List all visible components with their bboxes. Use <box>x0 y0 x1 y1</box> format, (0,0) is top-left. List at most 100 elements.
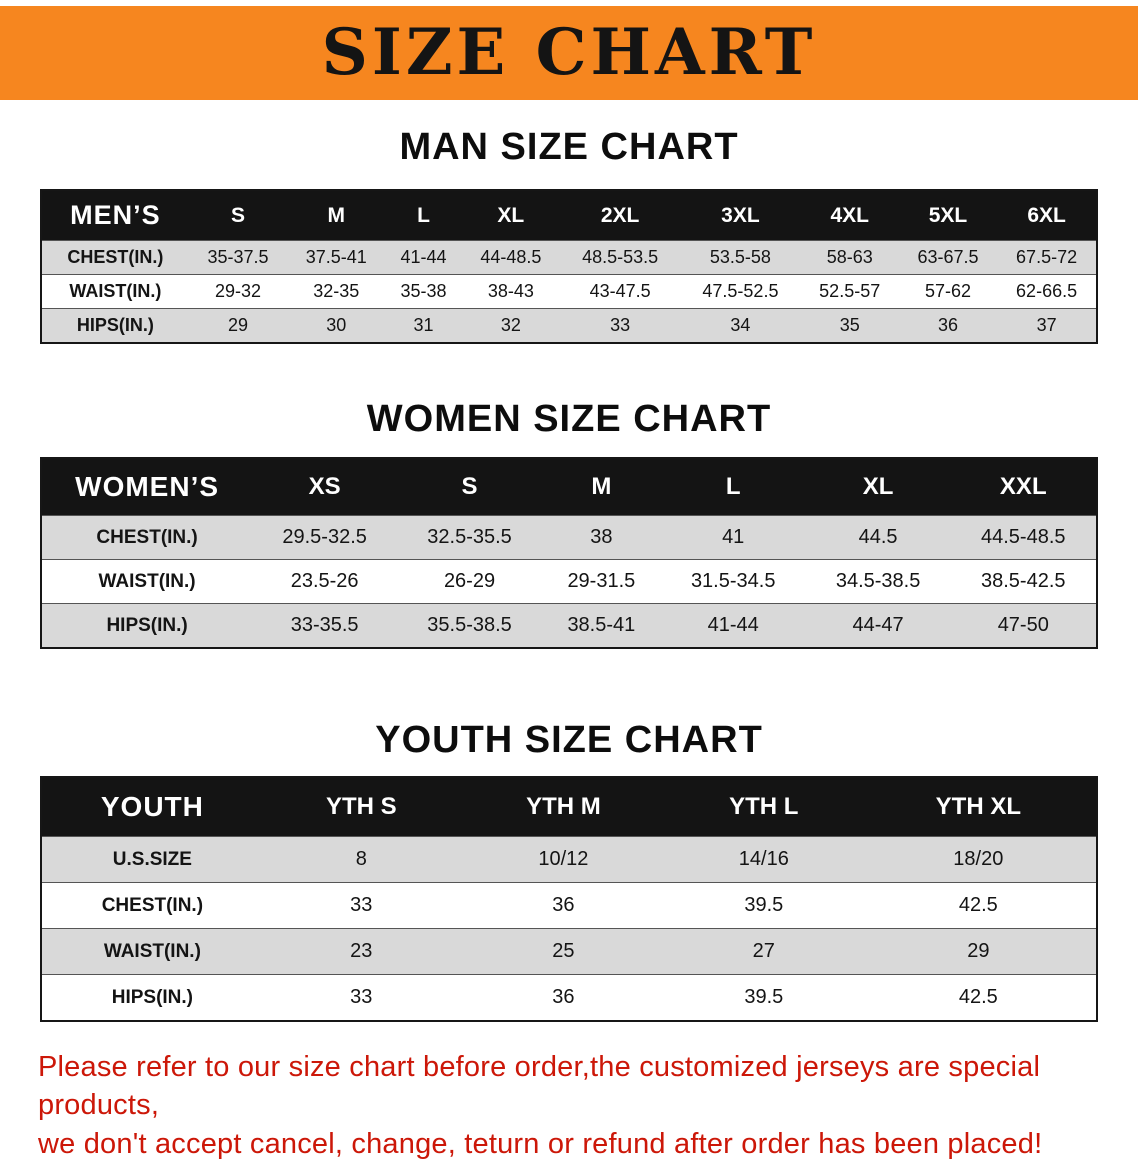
youth-table-header: YOUTH YTH S YTH M YTH L YTH XL <box>41 777 1097 837</box>
women-size-section: WOMEN SIZE CHART WOMEN’S XS S M L XL XXL CHEST… <box>0 398 1138 649</box>
value-cell: 33 <box>262 882 460 929</box>
value-cell: 35-37.5 <box>188 240 288 275</box>
size-column-header: XXL <box>950 458 1097 516</box>
header-row: WOMEN’S XS S M L XL XXL <box>41 458 1097 516</box>
disclaimer-line-1: Please refer to our size chart before or… <box>38 1051 1041 1122</box>
value-cell: 47.5-52.5 <box>680 274 801 309</box>
men-size-section: MAN SIZE CHART MEN’S S M L XL 2XL 3XL 4XL 5XL 6XL… <box>0 126 1138 344</box>
row-label-cell: HIPS(IN.) <box>41 974 263 1021</box>
value-cell: 33 <box>560 308 681 343</box>
value-cell: 29.5-32.5 <box>252 515 398 560</box>
men-size-table: MEN’S S M L XL 2XL 3XL 4XL 5XL 6XL CHEST(IN.) 35-3… <box>40 189 1098 344</box>
table-row: U.S.SIZE 8 10/12 14/16 18/20 <box>41 836 1097 883</box>
value-cell: 52.5-57 <box>800 274 899 309</box>
value-cell: 36 <box>898 308 998 343</box>
row-label-cell: WAIST(IN.) <box>41 274 189 309</box>
value-cell: 38-43 <box>461 274 560 309</box>
size-column-header: XS <box>252 458 398 516</box>
value-cell: 37.5-41 <box>287 240 386 275</box>
size-column-header: M <box>541 458 661 516</box>
row-label-cell: HIPS(IN.) <box>41 308 189 343</box>
value-cell: 41 <box>660 515 806 560</box>
row-label-cell: HIPS(IN.) <box>41 603 253 648</box>
table-row: HIPS(IN.) 29 30 31 32 33 34 35 36 37 <box>41 308 1097 343</box>
value-cell: 29-31.5 <box>541 559 661 604</box>
table-row: HIPS(IN.) 33-35.5 35.5-38.5 38.5-41 41-44 44-… <box>41 603 1097 648</box>
table-corner-label: YOUTH <box>41 777 263 837</box>
value-cell: 25 <box>459 928 667 975</box>
table-corner-label: MEN’S <box>41 190 189 241</box>
size-column-header: YTH S <box>262 777 460 837</box>
value-cell: 57-62 <box>898 274 998 309</box>
value-cell: 35-38 <box>385 274 462 309</box>
value-cell: 30 <box>287 308 386 343</box>
value-cell: 47-50 <box>950 603 1097 648</box>
value-cell: 62-66.5 <box>997 274 1097 309</box>
value-cell: 29-32 <box>188 274 288 309</box>
size-column-header: 6XL <box>997 190 1097 241</box>
youth-size-section: YOUTH SIZE CHART YOUTH YTH S YTH M YTH L YTH… <box>0 719 1138 1022</box>
size-column-header: XL <box>805 458 951 516</box>
table-row: CHEST(IN.) 33 36 39.5 42.5 <box>41 882 1097 929</box>
size-column-header: S <box>188 190 288 241</box>
value-cell: 38 <box>541 515 661 560</box>
size-column-header: L <box>660 458 806 516</box>
table-row: WAIST(IN.) 23.5-26 26-29 29-31.5 31.5-34.5 34… <box>41 559 1097 604</box>
women-table-header: WOMEN’S XS S M L XL XXL <box>41 458 1097 516</box>
row-label-cell: U.S.SIZE <box>41 836 263 883</box>
women-table-body: CHEST(IN.) 29.5-32.5 32.5-35.5 38 41 44.5 44.5… <box>41 515 1097 648</box>
table-row: HIPS(IN.) 33 36 39.5 42.5 <box>41 974 1097 1021</box>
size-column-header: YTH M <box>459 777 667 837</box>
value-cell: 36 <box>459 974 667 1021</box>
value-cell: 42.5 <box>860 974 1097 1021</box>
size-column-header: 2XL <box>560 190 681 241</box>
value-cell: 53.5-58 <box>680 240 801 275</box>
table-corner-label: WOMEN’S <box>41 458 253 516</box>
value-cell: 18/20 <box>860 836 1097 883</box>
men-section-heading: MAN SIZE CHART <box>399 126 739 168</box>
value-cell: 31.5-34.5 <box>660 559 806 604</box>
value-cell: 34.5-38.5 <box>805 559 951 604</box>
header-row: YOUTH YTH S YTH M YTH L YTH XL <box>41 777 1097 837</box>
women-section-heading: WOMEN SIZE CHART <box>366 398 772 440</box>
page-title: SIZE CHART <box>321 15 817 90</box>
disclaimer-note: Please refer to our size chart before or… <box>38 1048 1100 1163</box>
men-table-body: CHEST(IN.) 35-37.5 37.5-41 41-44 44-48.5 48.5… <box>41 240 1097 343</box>
size-column-header: 5XL <box>898 190 998 241</box>
title-banner: SIZE CHART <box>0 6 1138 100</box>
size-column-header: 4XL <box>800 190 899 241</box>
value-cell: 42.5 <box>860 882 1097 929</box>
value-cell: 8 <box>262 836 460 883</box>
value-cell: 27 <box>666 928 861 975</box>
value-cell: 35 <box>800 308 899 343</box>
value-cell: 44-48.5 <box>461 240 560 275</box>
value-cell: 33-35.5 <box>252 603 398 648</box>
value-cell: 39.5 <box>666 974 861 1021</box>
value-cell: 31 <box>385 308 462 343</box>
size-column-header: M <box>287 190 386 241</box>
size-column-header: 3XL <box>680 190 801 241</box>
men-table-header: MEN’S S M L XL 2XL 3XL 4XL 5XL 6XL <box>41 190 1097 241</box>
value-cell: 29 <box>188 308 288 343</box>
value-cell: 38.5-42.5 <box>950 559 1097 604</box>
value-cell: 58-63 <box>800 240 899 275</box>
value-cell: 48.5-53.5 <box>560 240 681 275</box>
table-row: CHEST(IN.) 35-37.5 37.5-41 41-44 44-48.5 48.5… <box>41 240 1097 275</box>
table-row: WAIST(IN.) 23 25 27 29 <box>41 928 1097 975</box>
women-size-table: WOMEN’S XS S M L XL XXL CHEST(IN.) 29.5-32.5 32.… <box>40 457 1098 649</box>
table-row: WAIST(IN.) 29-32 32-35 35-38 38-43 43-47.5 47.… <box>41 274 1097 309</box>
value-cell: 32.5-35.5 <box>397 515 542 560</box>
disclaimer-line-2: we don't accept cancel, change, teturn o… <box>38 1127 1043 1160</box>
row-label-cell: WAIST(IN.) <box>41 928 263 975</box>
value-cell: 38.5-41 <box>541 603 661 648</box>
size-chart-page: SIZE CHART MAN SIZE CHART MEN’S S M L XL 2XL 3… <box>0 6 1138 1160</box>
youth-size-table: YOUTH YTH S YTH M YTH L YTH XL U.S.SIZE 8 10/1… <box>40 776 1098 1022</box>
youth-section-heading: YOUTH SIZE CHART <box>375 719 763 761</box>
value-cell: 67.5-72 <box>997 240 1097 275</box>
value-cell: 41-44 <box>660 603 806 648</box>
value-cell: 41-44 <box>385 240 462 275</box>
size-column-header: YTH XL <box>860 777 1097 837</box>
value-cell: 44-47 <box>805 603 951 648</box>
value-cell: 26-29 <box>397 559 542 604</box>
size-column-header: L <box>385 190 462 241</box>
